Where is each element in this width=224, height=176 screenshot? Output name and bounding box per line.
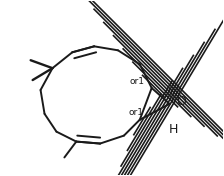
Text: H: H [169,123,178,136]
Text: or1: or1 [129,108,144,117]
Text: or1: or1 [130,77,145,86]
Text: O: O [177,95,186,108]
